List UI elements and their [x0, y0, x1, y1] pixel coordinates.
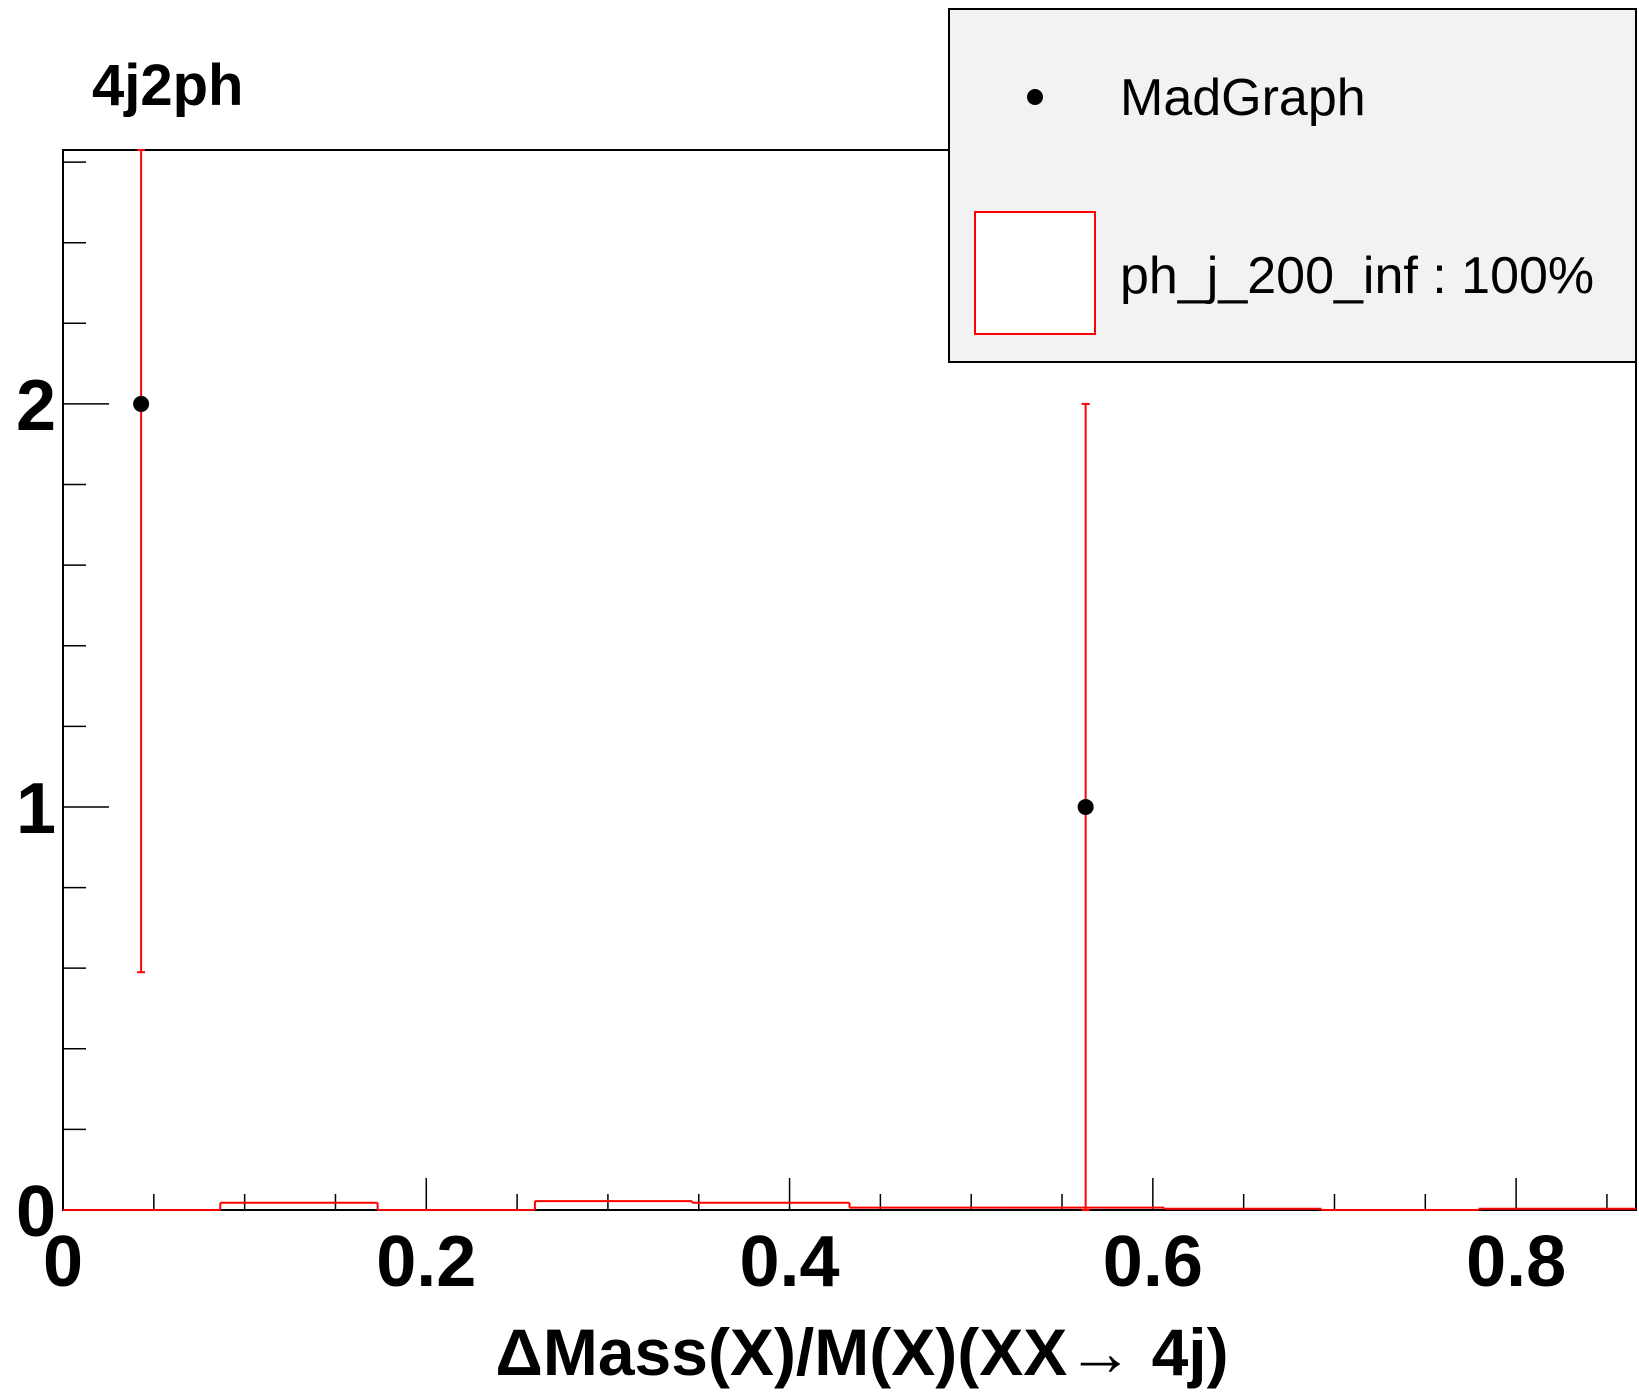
- legend: MadGraph ph_j_200_inf : 100%: [948, 8, 1637, 363]
- data-point: [1077, 798, 1094, 815]
- y-tick-label: 2: [16, 366, 56, 446]
- x-tick-label: 0.6: [1103, 1222, 1203, 1302]
- y-tick-label: 0: [16, 1172, 56, 1252]
- chart-title: 4j2ph: [92, 53, 244, 118]
- x-tick-label: 0: [43, 1222, 83, 1302]
- data-points: [133, 395, 1094, 815]
- legend-label-histogram: ph_j_200_inf : 100%: [1120, 247, 1594, 305]
- legend-label-madgraph: MadGraph: [1120, 69, 1366, 127]
- legend-marker-histogram: [974, 211, 1096, 335]
- x-tick-label: 0.2: [376, 1222, 476, 1302]
- x-tick-labels: 0 0.2 0.4 0.6 0.8: [43, 1222, 1566, 1302]
- x-tick-label: 0.8: [1466, 1222, 1566, 1302]
- x-axis-label: ΔMass(X)/M(X)(XX→ 4j): [495, 1315, 1228, 1389]
- y-tick-labels: 0 1 2: [16, 366, 56, 1252]
- histogram-series: [63, 1200, 1636, 1211]
- data-point: [133, 395, 150, 412]
- y-tick-label: 1: [16, 769, 56, 849]
- x-tick-label: 0.4: [740, 1222, 840, 1302]
- plot-frame: [62, 149, 1637, 1211]
- legend-marker-madgraph: [1027, 89, 1043, 105]
